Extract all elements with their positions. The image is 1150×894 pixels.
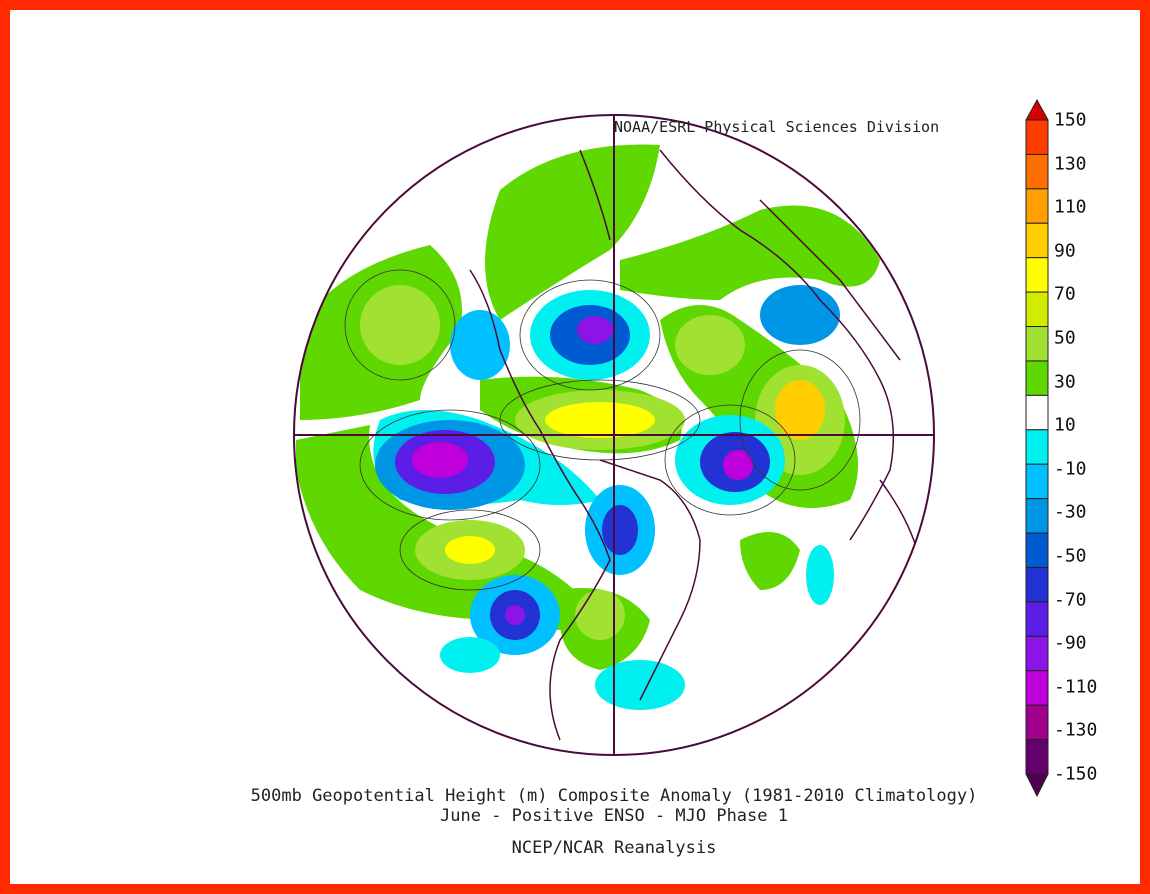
legend-swatch [1025,463,1049,500]
legend-arrow-top [1025,98,1049,121]
negative-core [505,605,525,625]
legend-tick-label: 130 [1054,153,1087,175]
chart-title-line1: 500mb Geopotential Height (m) Composite … [250,786,978,806]
legend-swatch [1025,739,1049,775]
legend-swatch [1025,326,1049,362]
legend-tick-label: -30 [1054,501,1087,523]
negative-core [412,442,468,478]
legend-tick-label: -130 [1054,719,1098,741]
negative-anomaly-region [806,545,834,605]
negative-anomaly-region [450,310,510,380]
legend-tick-label: -110 [1054,676,1098,698]
contour-lines [344,269,861,591]
positive-anomaly-region [740,532,800,590]
legend-tick-label: -90 [1054,632,1087,654]
legend-swatch [1025,360,1049,396]
negative-anomaly-region [440,637,500,673]
legend-tick-label: 70 [1054,283,1076,305]
legend-tick-label: 150 [1054,109,1087,131]
legend-swatch [1025,119,1049,155]
legend-swatch [1025,394,1049,431]
legend-tick-label: 30 [1054,371,1076,393]
positive-core [445,536,495,564]
negative-anomaly-region [602,505,638,555]
legend-swatch [1025,566,1049,603]
legend-swatch [1025,532,1049,568]
legend-swatch [1025,222,1049,259]
legend-swatch [1025,257,1049,293]
coastlines [469,149,921,741]
legend-swatch [1025,498,1049,534]
positive-anomaly-region [485,144,660,320]
color-legend [1025,98,1049,798]
positive-core [545,402,655,438]
legend-tick-label: 110 [1054,196,1087,218]
positive-core [360,285,440,365]
legend-tick-label: -50 [1054,545,1087,567]
positive-core [575,590,625,640]
legend-tick-label: 50 [1054,327,1076,349]
positive-anomaly-region [620,205,880,300]
legend-tick-label: 90 [1054,240,1076,262]
credit-label: NOAA/ESRL Physical Sciences Division [614,118,940,136]
legend-arrow-bottom [1025,773,1049,798]
legend-swatch [1025,153,1049,190]
negative-anomaly-region [760,285,840,345]
legend-swatch [1025,670,1049,706]
positive-core [775,380,825,440]
source-label: NCEP/NCAR Reanalysis [511,838,717,858]
legend-tick-label: -70 [1054,589,1087,611]
legend-swatch [1025,291,1049,328]
legend-tick-label: 10 [1054,414,1076,436]
positive-core [675,315,745,375]
negative-core [723,450,753,480]
legend-tick-label: -150 [1054,763,1098,785]
legend-swatch [1025,188,1049,224]
legend-swatch [1025,635,1049,672]
legend-swatch [1025,704,1049,741]
chart-title-line2: June - Positive ENSO - MJO Phase 1 [440,806,788,826]
legend-tick-label: -10 [1054,458,1087,480]
legend-swatch [1025,429,1049,465]
negative-core [577,316,613,344]
legend-swatch [1025,601,1049,637]
negative-anomaly-region [595,660,685,710]
